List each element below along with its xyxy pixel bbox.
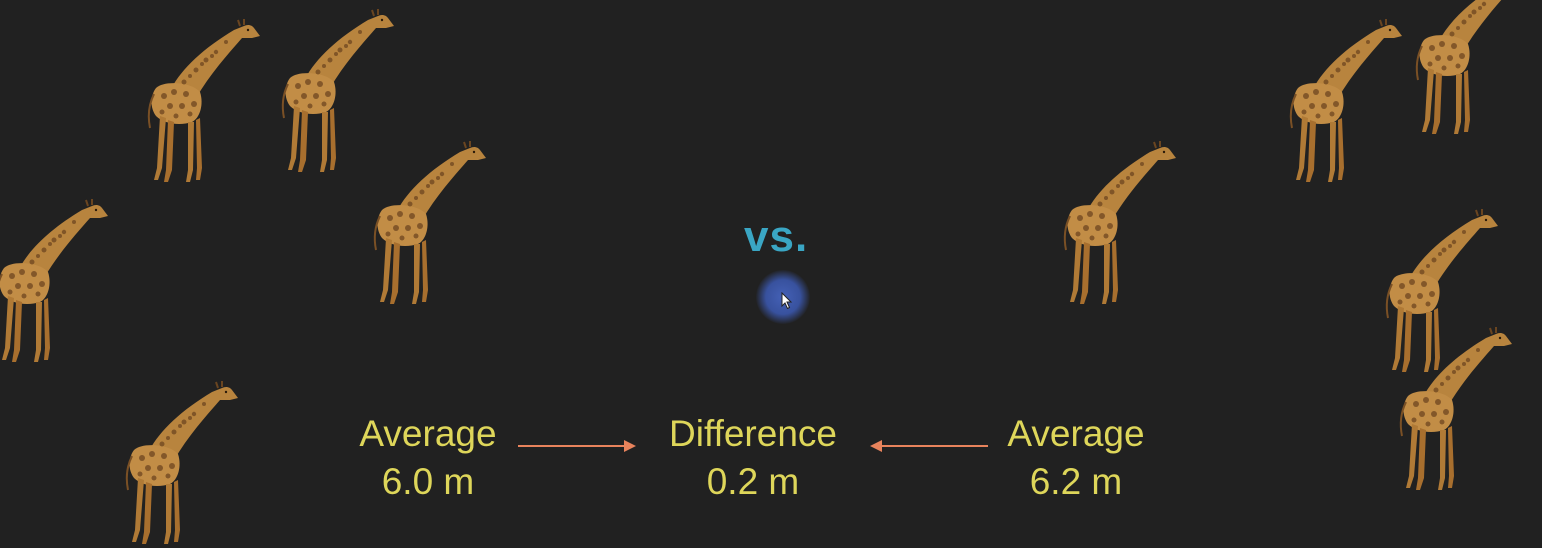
vs-label: vs. <box>744 212 809 261</box>
left-average-value: 6.0 m <box>381 461 475 502</box>
giraffe-icon <box>147 18 261 183</box>
giraffe-icon <box>0 198 109 363</box>
difference-label: Difference <box>669 413 837 454</box>
mouse-cursor-icon <box>781 292 793 310</box>
left-average-stat: Average 6.0 m <box>348 410 508 506</box>
giraffe-icon <box>125 380 239 545</box>
giraffe-icon <box>1415 0 1529 135</box>
difference-value: 0.2 m <box>706 461 800 502</box>
right-average-label: Average <box>1007 413 1145 454</box>
right-average-stat: Average 6.2 m <box>996 410 1156 506</box>
arrow-left-icon <box>870 440 988 452</box>
difference-stat: Difference 0.2 m <box>650 410 856 506</box>
left-average-label: Average <box>359 413 497 454</box>
arrow-right-icon <box>518 440 636 452</box>
giraffe-icon <box>373 140 487 305</box>
right-average-value: 6.2 m <box>1029 461 1123 502</box>
giraffe-icon <box>1399 326 1513 491</box>
giraffe-icon <box>1289 18 1403 183</box>
giraffe-icon <box>1063 140 1177 305</box>
